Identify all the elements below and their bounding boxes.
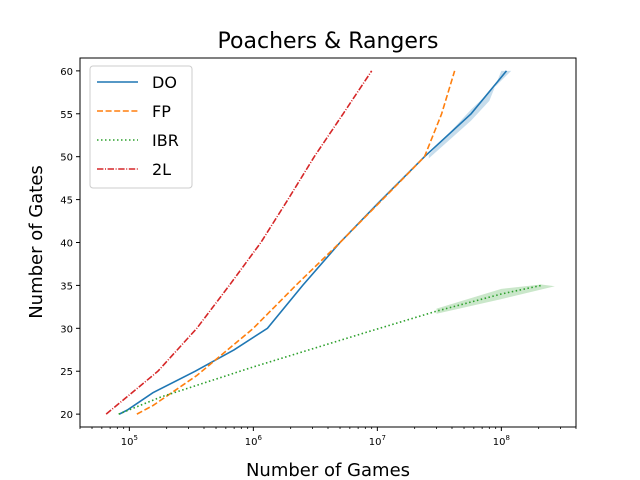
legend: DO FP IBR 2L — [89, 65, 193, 189]
legend-label: DO — [152, 73, 177, 92]
x-axis: 105 106 107 108 — [79, 427, 577, 448]
y-tick-label: 25 — [60, 367, 73, 378]
y-axis-label: Number of Gates — [26, 165, 47, 319]
chart-title: Poachers & Rangers — [218, 29, 439, 54]
y-tick-label: 40 — [60, 239, 73, 250]
y-axis: 20 25 30 35 40 45 50 55 60 — [60, 67, 80, 421]
y-tick-label: 50 — [60, 153, 73, 164]
x-tick-label: 106 — [245, 434, 263, 448]
x-tick-label: 108 — [493, 434, 510, 448]
confidence-band-ibr — [436, 284, 555, 314]
series-lines — [105, 70, 542, 415]
legend-label: IBR — [152, 131, 179, 150]
series-line-do — [118, 70, 508, 415]
x-tick-label: 105 — [121, 434, 138, 448]
legend-label: 2L — [152, 160, 171, 179]
x-tick-label: 107 — [369, 434, 386, 448]
y-tick-label: 45 — [60, 196, 73, 207]
legend-frame — [89, 65, 193, 189]
series-line-fp — [136, 70, 456, 415]
series-line-2l — [105, 70, 373, 415]
y-tick-label: 30 — [60, 324, 73, 335]
y-tick-label: 60 — [60, 67, 73, 78]
series-line-ibr — [118, 284, 542, 415]
x-axis-label: Number of Games — [246, 460, 410, 480]
y-tick-label: 35 — [60, 281, 73, 292]
y-tick-label: 20 — [60, 410, 73, 421]
y-tick-label: 55 — [60, 110, 73, 121]
confidence-bands — [428, 70, 555, 314]
legend-label: FP — [152, 102, 171, 121]
